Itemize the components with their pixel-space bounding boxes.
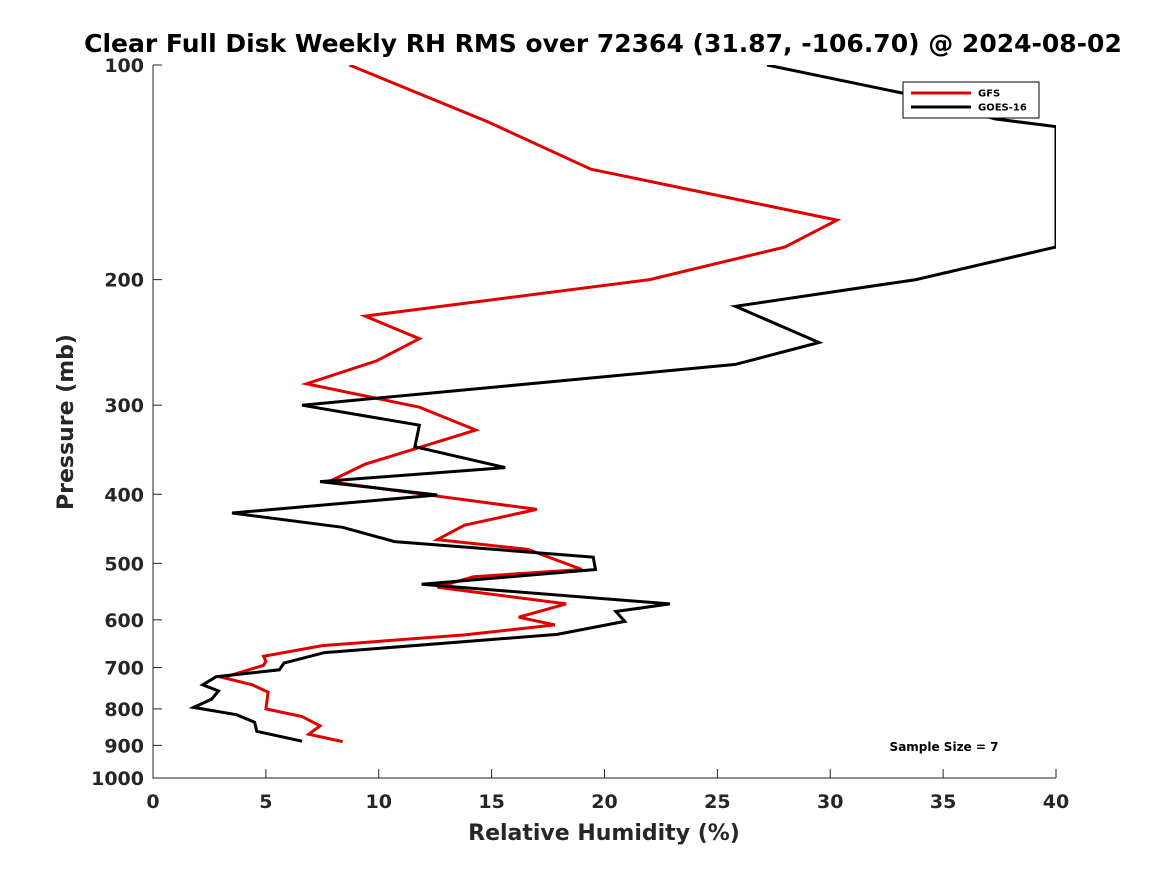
y-axis-label: Pressure (mb)	[54, 334, 79, 510]
x-tick-label: 5	[259, 791, 272, 813]
x-tick-label: 0	[146, 791, 159, 813]
chart-title: Clear Full Disk Weekly RH RMS over 72364…	[84, 29, 1122, 58]
legend-box	[902, 81, 1040, 119]
series-layer	[188, 65, 1056, 744]
y-tick-label: 1000	[91, 768, 144, 790]
y-tick-label: 900	[104, 735, 144, 757]
x-axis-label: Relative Humidity (%)	[468, 821, 740, 846]
x-tick-label: 40	[1043, 791, 1069, 813]
x-tick-label: 20	[591, 791, 617, 813]
series-line-1	[217, 65, 842, 744]
x-tick-label: 30	[817, 791, 843, 813]
x-tick-label: 25	[704, 791, 730, 813]
y-tick-label: 400	[104, 484, 144, 506]
legend: GFS GOES-16	[902, 81, 1040, 119]
y-tick-label: 800	[104, 699, 144, 721]
y-axis-ticks: 100 200 300 400 500 600 700 800 900 1000	[91, 55, 162, 790]
y-tick-label: 600	[104, 610, 144, 632]
y-tick-label: 300	[104, 395, 144, 417]
x-axis-ticks: 0 5 10 15 20 25 30 35 40	[146, 769, 1069, 813]
sample-size-annotation: Sample Size = 7	[890, 740, 999, 754]
y-tick-label: 700	[104, 658, 144, 680]
x-tick-label: 35	[930, 791, 956, 813]
series-line-2	[188, 65, 1056, 743]
y-tick-label: 200	[104, 270, 144, 292]
legend-label-1: GFS	[978, 89, 1000, 100]
legend-label-2: GOES-16	[978, 103, 1027, 114]
y-tick-label: 500	[104, 553, 144, 575]
x-tick-label: 15	[478, 791, 504, 813]
y-tick-label: 100	[104, 55, 144, 77]
x-tick-label: 10	[366, 791, 392, 813]
